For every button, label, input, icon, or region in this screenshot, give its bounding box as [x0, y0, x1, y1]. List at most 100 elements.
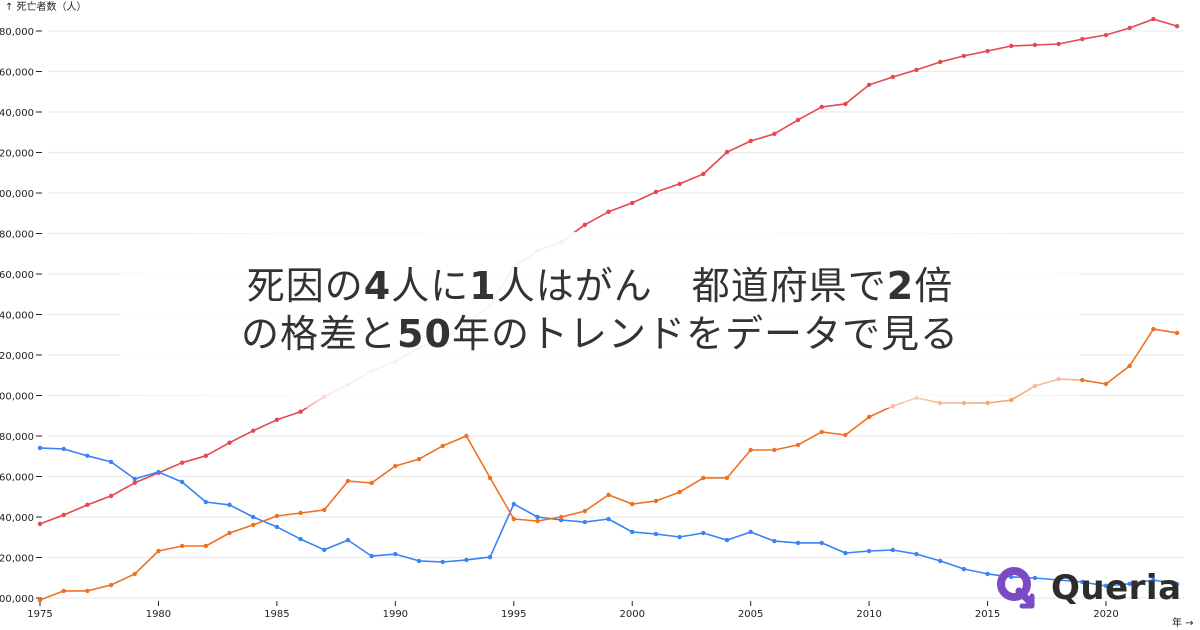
- headline-segment: 4: [363, 264, 392, 308]
- data-point: [179, 479, 185, 485]
- data-point: [440, 443, 445, 449]
- data-point: [61, 512, 66, 518]
- data-point: [274, 513, 280, 519]
- headline-segment: 年のトレンドをデータで見る: [451, 312, 959, 356]
- data-point: [227, 502, 232, 508]
- data-point: [606, 492, 611, 498]
- data-point: [298, 536, 303, 542]
- data-point: [37, 597, 43, 603]
- x-tick-label: 1980: [146, 609, 171, 620]
- data-point: [606, 516, 611, 522]
- headline-segment: 倍: [914, 264, 954, 308]
- data-point: [582, 222, 588, 227]
- data-point: [322, 547, 327, 553]
- data-point: [179, 543, 185, 549]
- data-point: [1009, 397, 1014, 403]
- data-point: [1056, 376, 1061, 382]
- headline-segment: 人に: [391, 264, 470, 308]
- data-point: [298, 409, 303, 414]
- data-point: [653, 498, 659, 504]
- data-point: [1174, 23, 1180, 29]
- headline: 死因の4人に1人はがん 都道府県で2倍 の格差と50年のトレンドをデータで見る: [0, 262, 1200, 358]
- data-point: [677, 181, 682, 187]
- data-point: [558, 239, 564, 245]
- y-tick-label: 00,000: [0, 392, 34, 403]
- y-tick-label: 00,000: [0, 594, 34, 605]
- y-tick-label: 40,000: [0, 108, 34, 119]
- y-tick-label: 60,000: [0, 270, 34, 281]
- x-tick-label: 2020: [1093, 609, 1118, 620]
- data-point: [772, 538, 777, 544]
- x-tick-label: 2015: [975, 609, 1000, 620]
- data-point: [511, 501, 516, 507]
- data-point: [985, 571, 990, 577]
- data-point: [937, 59, 943, 65]
- data-point: [369, 480, 374, 486]
- data-point: [961, 566, 967, 572]
- data-point: [37, 521, 43, 527]
- headline-segment: 2: [886, 264, 915, 308]
- x-tick-label: 1995: [501, 609, 526, 620]
- data-point: [630, 501, 635, 507]
- data-point: [274, 417, 280, 422]
- q-arrow-icon: [995, 566, 1039, 610]
- data-point: [1009, 43, 1014, 49]
- data-point: [630, 529, 635, 535]
- data-point: [558, 514, 564, 520]
- data-point: [582, 519, 588, 525]
- data-point: [487, 475, 493, 481]
- y-axis-label: ↑ 死亡者数（人）: [5, 0, 87, 13]
- data-point: [1032, 42, 1038, 48]
- data-point: [298, 510, 303, 516]
- headline-line-2: の格差と50年のトレンドをデータで見る: [0, 310, 1200, 358]
- data-point: [61, 588, 66, 594]
- data-point: [914, 395, 919, 401]
- data-point: [701, 475, 706, 481]
- data-point: [108, 459, 114, 465]
- data-point: [1127, 25, 1132, 31]
- data-point: [464, 433, 469, 439]
- data-point: [1103, 32, 1109, 38]
- data-point: [1080, 377, 1085, 383]
- data-point: [1009, 574, 1014, 580]
- brand-name: Queria: [1051, 568, 1182, 608]
- data-point: [345, 478, 351, 484]
- headline-segment: の格差と: [241, 312, 398, 356]
- data-point: [1151, 577, 1156, 583]
- data-point: [701, 171, 706, 177]
- data-point: [203, 543, 209, 549]
- x-tick-label: 1975: [27, 609, 52, 620]
- y-tick-label: 20,000: [0, 351, 34, 362]
- headline-segment: 人はがん 都道府県で: [496, 264, 887, 308]
- data-point: [535, 514, 540, 520]
- data-point: [1103, 583, 1109, 589]
- data-point: [1151, 16, 1156, 22]
- data-point: [748, 529, 753, 535]
- data-point: [914, 67, 919, 73]
- data-point: [961, 53, 967, 59]
- data-point: [156, 469, 161, 475]
- data-point: [156, 548, 161, 554]
- headline-segment: 50: [397, 312, 452, 356]
- headline-segment: 死因の: [246, 264, 364, 308]
- data-point: [1174, 330, 1180, 336]
- data-point: [724, 149, 730, 155]
- data-point: [677, 534, 682, 540]
- data-point: [772, 447, 777, 453]
- data-point: [227, 530, 232, 536]
- data-point: [345, 537, 351, 543]
- data-point: [1174, 581, 1180, 587]
- brand-logo: Queria: [995, 566, 1182, 610]
- data-point: [369, 368, 374, 373]
- data-point: [653, 531, 659, 537]
- data-point: [866, 548, 872, 554]
- data-point: [985, 48, 990, 54]
- data-point: [724, 537, 730, 543]
- x-axis: 1975 1980 1985 1990 1995 2000 2005 2010 2015 2020: [27, 601, 1119, 620]
- data-point: [203, 453, 209, 459]
- data-point: [1032, 383, 1038, 389]
- data-point: [1056, 41, 1061, 47]
- data-point: [1151, 326, 1156, 332]
- series-blue: [37, 445, 1180, 589]
- data-point: [108, 582, 114, 588]
